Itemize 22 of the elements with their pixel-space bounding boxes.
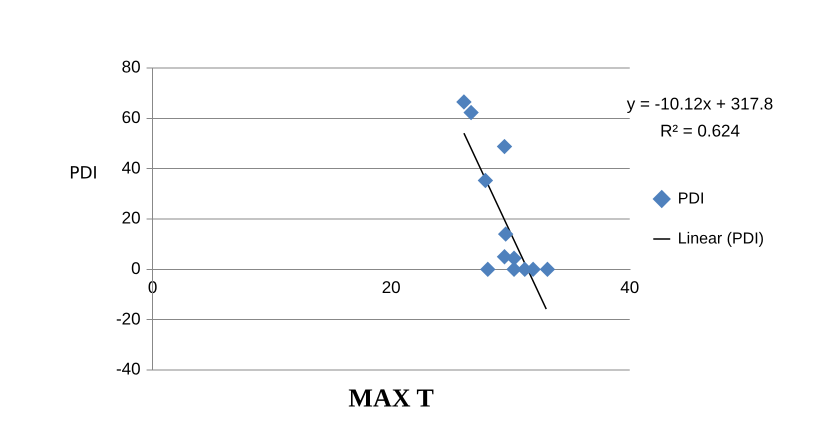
point [478,172,493,188]
x-axis-title: MAX T [348,384,434,413]
point [480,262,496,277]
y-tick-label: -20 [116,309,141,328]
x-tick-label: 40 [620,278,640,298]
y-tick-label: 0 [131,259,141,278]
point [464,105,479,120]
annotation: y = -10.12x + 317.8 [626,94,774,114]
text: R² = 0.624 [660,122,740,141]
point [498,226,514,242]
y-axis-title: PDI [69,163,98,184]
y-tick-label: 60 [122,108,141,128]
y-tick-label: 40 [122,158,141,178]
point [540,262,555,277]
y-tick-label: 80 [122,58,141,77]
y-tick-label: 20 [122,208,141,228]
x-tick-label: 20 [382,278,401,298]
point [456,94,472,110]
point [496,139,512,154]
y-tick-label: -40 [116,360,141,379]
legend-label: Linear (PDI) [678,230,764,248]
legend-label: PDI [678,190,704,208]
